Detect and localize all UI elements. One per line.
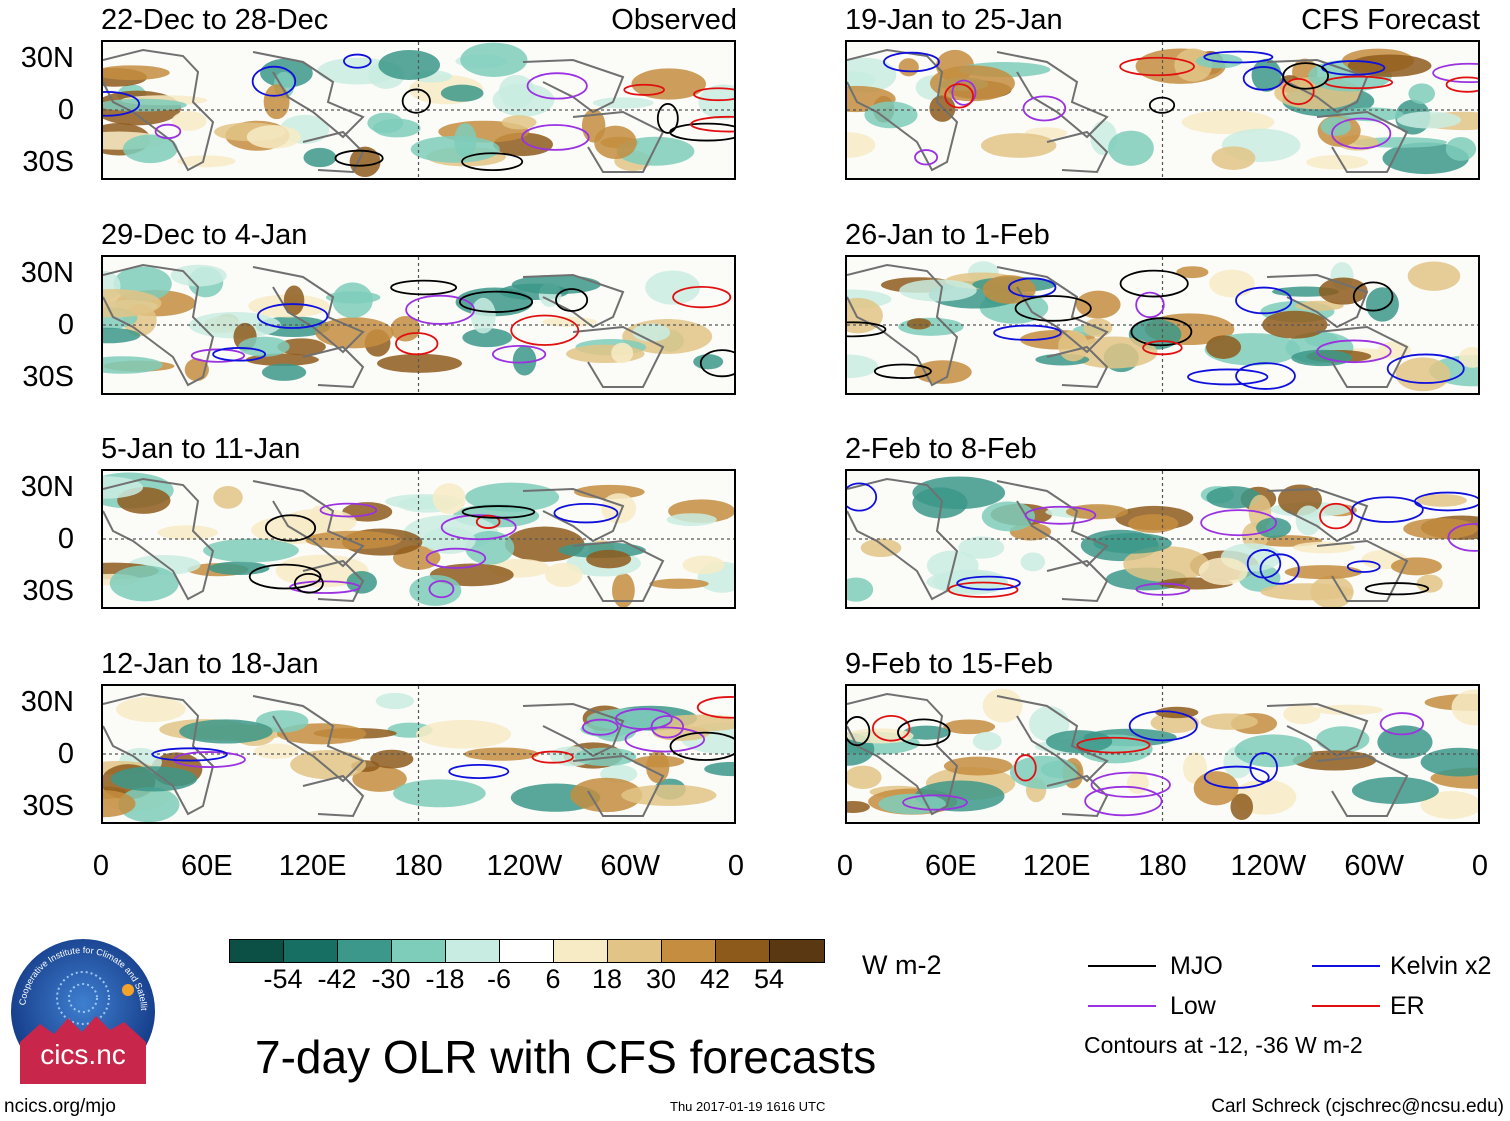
cics-logo: Cooperative Institute for Climate and Sa… <box>10 938 155 1084</box>
colorbar-tick-label: -30 <box>371 964 411 994</box>
footer-credit: Carl Schreck (cjschrec@ncsu.edu) <box>1211 1096 1504 1117</box>
legend-label-mjo: MJO <box>1170 952 1223 980</box>
longitude-label: 180 <box>394 850 443 882</box>
olr-map <box>103 686 734 822</box>
latitude-label: 0 <box>57 309 74 341</box>
panel-title: 22-Dec to 28-Dec <box>101 4 329 36</box>
olr-map <box>103 42 734 178</box>
longitude-label: 60W <box>600 850 660 882</box>
colorbar <box>229 939 825 963</box>
panel-title: 5-Jan to 11-Jan <box>101 433 301 465</box>
colorbar-swatch <box>770 940 824 962</box>
colorbar-tick-label: 42 <box>699 964 731 994</box>
panel-title: 9-Feb to 15-Feb <box>845 648 1053 680</box>
latitude-label: 30N <box>20 686 74 718</box>
colorbar-swatch <box>392 940 446 962</box>
colorbar-units: W m-2 <box>862 950 942 980</box>
map-panel-observed-2 <box>101 255 736 395</box>
colorbar-tick-label: 6 <box>545 964 561 994</box>
colorbar-tick-label: 54 <box>753 964 785 994</box>
panel-title: 2-Feb to 8-Feb <box>845 433 1037 465</box>
olr-map <box>847 257 1478 393</box>
colorbar-swatch <box>338 940 392 962</box>
longitude-label: 180 <box>1138 850 1187 882</box>
olr-map <box>847 686 1478 822</box>
footer-url[interactable]: ncics.org/mjo <box>4 1096 116 1117</box>
footer-timestamp: Thu 2017-01-19 1616 UTC <box>670 1099 826 1114</box>
longitude-label: 60W <box>1344 850 1404 882</box>
longitude-label: 120E <box>1022 850 1091 882</box>
legend-label-kelvin: Kelvin x2 <box>1390 952 1492 980</box>
latitude-label: 30N <box>20 471 74 503</box>
longitude-label: 60E <box>925 850 977 882</box>
map-panel-observed-3 <box>101 469 736 609</box>
colorbar-swatch <box>284 940 338 962</box>
map-panel-observed-1 <box>101 40 736 180</box>
observed-label: Observed <box>611 4 737 36</box>
colorbar-swatch <box>500 940 554 962</box>
logo-text: cics.nc <box>40 1039 126 1070</box>
longitude-label: 120W <box>486 850 563 882</box>
map-panel-forecast-4 <box>845 684 1480 824</box>
panel-title: 12-Jan to 18-Jan <box>101 648 319 680</box>
map-panel-forecast-3 <box>845 469 1480 609</box>
latitude-label: 30N <box>20 42 74 74</box>
olr-map <box>103 257 734 393</box>
map-panel-observed-4 <box>101 684 736 824</box>
colorbar-tick-label: -42 <box>317 964 357 994</box>
panel-title: 19-Jan to 25-Jan <box>845 4 1063 36</box>
colorbar-swatch <box>662 940 716 962</box>
latitude-label: 30S <box>22 790 74 822</box>
forecast-label: CFS Forecast <box>1301 4 1480 36</box>
longitude-label: 0 <box>92 850 110 882</box>
colorbar-swatch <box>230 940 284 962</box>
main-title: 7-day OLR with CFS forecasts <box>255 1031 877 1083</box>
longitude-label: 120W <box>1230 850 1307 882</box>
legend-line-kelvin <box>1312 965 1380 967</box>
colorbar-tick-label: 18 <box>591 964 623 994</box>
colorbar-tick-label: -54 <box>263 964 303 994</box>
longitude-label: 0 <box>727 850 745 882</box>
panel-title: 29-Dec to 4-Jan <box>101 219 308 251</box>
latitude-label: 0 <box>57 523 74 555</box>
legend-line-er <box>1312 1005 1380 1007</box>
colorbar-swatch <box>716 940 770 962</box>
legend-line-low <box>1088 1005 1156 1007</box>
panel-title: 26-Jan to 1-Feb <box>845 219 1050 251</box>
legend-label-er: ER <box>1390 992 1425 1020</box>
longitude-label: 60E <box>181 850 233 882</box>
olr-map <box>847 42 1478 178</box>
latitude-label: 0 <box>57 738 74 770</box>
olr-map <box>847 471 1478 607</box>
map-panel-forecast-1 <box>845 40 1480 180</box>
latitude-label: 30N <box>20 257 74 289</box>
colorbar-tick-label: -6 <box>486 964 511 994</box>
longitude-label: 120E <box>278 850 347 882</box>
colorbar-tick-label: 30 <box>645 964 677 994</box>
latitude-label: 30S <box>22 361 74 393</box>
colorbar-swatch <box>554 940 608 962</box>
map-panel-forecast-2 <box>845 255 1480 395</box>
legend-note: Contours at -12, -36 W m-2 <box>1084 1032 1363 1058</box>
latitude-label: 30S <box>22 146 74 178</box>
colorbar-swatch <box>446 940 500 962</box>
latitude-label: 0 <box>57 94 74 126</box>
legend-line-mjo <box>1088 965 1156 967</box>
latitude-label: 30S <box>22 575 74 607</box>
colorbar-tick-label: -18 <box>425 964 465 994</box>
longitude-label: 0 <box>836 850 854 882</box>
olr-map <box>103 471 734 607</box>
legend-label-low: Low <box>1170 992 1216 1020</box>
colorbar-swatch <box>608 940 662 962</box>
longitude-label: 0 <box>1471 850 1489 882</box>
